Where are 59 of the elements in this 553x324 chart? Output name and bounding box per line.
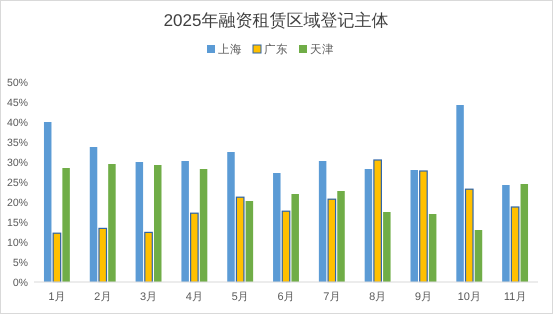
bar xyxy=(62,168,70,282)
y-tick-label: 15% xyxy=(6,217,28,229)
x-tick-label: 8月 xyxy=(369,291,386,303)
legend-label: 上海 xyxy=(218,43,242,56)
bar xyxy=(144,232,153,283)
legend-label: 广东 xyxy=(264,42,288,56)
bar xyxy=(419,170,428,283)
bar xyxy=(510,206,520,283)
bar xyxy=(337,191,345,282)
bar xyxy=(136,162,144,282)
bar xyxy=(44,122,52,282)
bar xyxy=(327,198,336,283)
y-tick-label: 25% xyxy=(6,177,28,189)
chart-title: 2025年融资租赁区域登记主体 xyxy=(164,11,388,30)
bar xyxy=(373,159,382,283)
y-tick-label: 45% xyxy=(6,97,28,109)
x-tick-label: 7月 xyxy=(323,291,340,303)
bar xyxy=(383,212,391,282)
bar xyxy=(273,173,281,282)
x-tick-label: 9月 xyxy=(414,291,432,303)
y-tick-label: 50% xyxy=(6,77,28,89)
bar xyxy=(181,161,189,282)
y-tick-label: 20% xyxy=(6,197,28,209)
bar xyxy=(291,194,299,282)
x-tick-label: 5月 xyxy=(232,291,249,303)
bar xyxy=(90,147,98,282)
bar xyxy=(52,232,62,283)
bar xyxy=(98,228,108,283)
bar xyxy=(282,210,290,283)
y-tick-label: 5% xyxy=(12,257,28,269)
bar xyxy=(154,165,162,282)
x-tick-label: 11月 xyxy=(504,291,526,303)
bar xyxy=(502,185,510,282)
x-tick-label: 6月 xyxy=(277,291,295,303)
bar xyxy=(227,152,235,282)
bar xyxy=(474,230,482,282)
x-tick-label: 10月 xyxy=(458,291,481,303)
bar xyxy=(236,196,245,283)
y-tick-label: 35% xyxy=(6,137,28,149)
bar xyxy=(246,201,254,282)
bar xyxy=(456,105,464,282)
bar xyxy=(318,161,326,282)
legend-label: 天津 xyxy=(310,43,334,56)
y-tick-label: 40% xyxy=(6,117,28,129)
bar xyxy=(410,170,418,282)
x-tick-label: 1月 xyxy=(48,291,66,303)
x-tick-label: 2月 xyxy=(94,291,112,303)
bar xyxy=(428,214,436,282)
y-tick-label: 30% xyxy=(6,157,28,169)
x-tick-label: 3月 xyxy=(140,291,158,303)
x-tick-label: 4月 xyxy=(186,291,203,303)
y-tick-label: 0% xyxy=(12,277,28,289)
bar xyxy=(364,169,372,282)
bar xyxy=(464,188,474,283)
bar xyxy=(190,212,199,283)
bar xyxy=(520,184,528,282)
bar xyxy=(108,164,116,282)
y-tick-label: 10% xyxy=(6,237,28,249)
bar xyxy=(200,169,208,282)
